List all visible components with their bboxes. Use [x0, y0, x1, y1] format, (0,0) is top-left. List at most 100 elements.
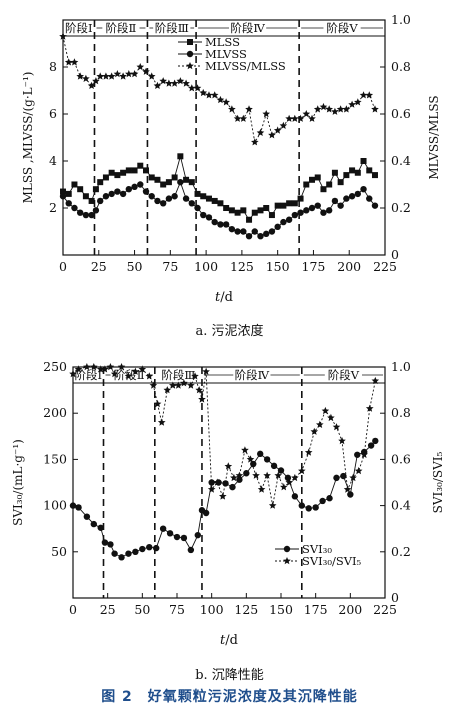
- chart-a-point-s2-47: [325, 105, 333, 113]
- chart-a-point-s2-22: [182, 79, 190, 87]
- chart-a-xtick-label-150: 150: [266, 259, 290, 274]
- chart-a-point-s0-3: [77, 186, 84, 193]
- chart-b-point-s0-9: [125, 550, 132, 557]
- chart-a-point-s1-2: [71, 204, 78, 212]
- chart-b-xtick-label-25: 25: [100, 602, 116, 617]
- chart-a-plot-frame: [62, 19, 386, 256]
- chart-b-xlabel-unit: /d: [225, 633, 238, 648]
- chart-a-phase-label-2: 阶段Ⅱ: [106, 21, 137, 35]
- chart-a-point-s1-18: [159, 200, 167, 207]
- chart-a-point-s1-48: [331, 197, 339, 205]
- chart-b-point-s1-48: [338, 436, 346, 445]
- chart-b-point-s1-36: [268, 501, 277, 509]
- chart-a-point-s0-8: [102, 174, 109, 181]
- chart-a-point-s0-16: [148, 174, 155, 181]
- chart-a-point-s0-54: [366, 167, 373, 174]
- chart-a-point-s0-31: [234, 209, 241, 216]
- chart-b-ytick-left-label-200: 200: [43, 405, 67, 420]
- chart-a-point-s2-43: [302, 110, 311, 118]
- chart-a-ylabel-left: MLSS ,MLVSS/(g·L⁻¹): [21, 72, 35, 204]
- chart-a-point-s0-48: [331, 169, 338, 176]
- chart-b-point-s0-33: [284, 474, 292, 482]
- chart-a-ytick-left-label-8: 8: [49, 59, 57, 74]
- chart-a-point-s1-49: [337, 202, 344, 209]
- chart-b-point-s1-47: [332, 423, 341, 431]
- chart-a-point-s1-32: [240, 228, 247, 235]
- chart-a-point-s0-20: [171, 174, 178, 181]
- chart-b-point-s1-32: [246, 455, 255, 463]
- chart-b-point-s0-19: [194, 531, 201, 539]
- chart-b-point-s1-14: [153, 400, 162, 408]
- chart-a-point-s0-29: [223, 205, 230, 211]
- chart-b-point-s0-12: [146, 543, 153, 551]
- chart-b-point-s0-28: [250, 460, 257, 468]
- chart-a-point-s1-14: [137, 181, 144, 188]
- chart-a-legend-marker-2: [186, 62, 194, 70]
- chart-a-point-s0-32: [240, 207, 247, 214]
- chart-a-point-s0-23: [188, 179, 195, 186]
- chart-a-legend-label-1: MLVSS: [205, 47, 247, 61]
- chart-b-point-s1-7: [110, 369, 119, 378]
- chart-b-xtick-label-225: 225: [373, 602, 397, 617]
- chart-a-point-s2-1: [64, 58, 73, 66]
- chart-b-point-s0-27: [243, 470, 250, 477]
- chart-a-point-s1-22: [182, 195, 190, 202]
- figure-caption: 图 2 好氧颗粒污泥浓度及其沉降性能: [101, 689, 358, 705]
- chart-a-ytick-right-label-1: 0.2: [391, 200, 411, 215]
- chart-b-point-s0-45: [367, 442, 375, 449]
- chart-b-point-s1-17: [169, 381, 177, 389]
- chart-b-ytick-right-label-3: 0.6: [391, 451, 411, 466]
- chart-a-phase-label-1: 阶段Ⅰ: [65, 21, 93, 35]
- chart-a-point-s0-22: [183, 176, 190, 183]
- chart-a-point-s2-26: [205, 91, 213, 99]
- chart-b-point-s0-10: [132, 548, 139, 555]
- chart-a-point-s2-46: [319, 102, 328, 111]
- chart-a-point-s2-2: [70, 58, 79, 66]
- chart-a-point-s0-42: [297, 195, 304, 202]
- chart-a-point-s0-21: [177, 153, 184, 160]
- chart-b-point-s0-15: [166, 530, 174, 537]
- chart-a-point-s0-11: [120, 169, 127, 176]
- chart-b-point-s1-31: [241, 446, 249, 454]
- chart-b-legend-label-1: SVI₃₀/SVI₅: [302, 554, 362, 568]
- chart-b-point-s0-40: [333, 474, 340, 482]
- chart-a-point-s0-52: [354, 169, 361, 176]
- chart-b-point-s1-29: [230, 473, 238, 482]
- chart-b-point-s1-45: [321, 406, 330, 415]
- chart-a-point-s0-33: [246, 216, 253, 223]
- chart-a-point-s2-33: [245, 105, 253, 113]
- chart-a-xtick-label-100: 100: [194, 259, 218, 274]
- chart-b-legend-marker-0: [283, 545, 291, 553]
- chart-a-point-s2-25: [199, 88, 208, 97]
- chart-b-ytick-left-label-100: 100: [43, 498, 67, 513]
- chart-a-point-s1-55: [371, 202, 379, 209]
- chart-a-point-s2-50: [342, 105, 351, 113]
- chart-a-point-s0-5: [88, 197, 95, 204]
- chart-b-point-s1-52: [360, 450, 368, 458]
- chart-b-point-s1-38: [280, 483, 288, 491]
- chart-b-point-s0-46: [372, 437, 379, 445]
- chart-b-point-s1-33: [252, 471, 260, 479]
- chart-a-point-s1-10: [114, 188, 121, 195]
- chart-b-phase-label-1: 阶段Ⅰ: [74, 368, 102, 382]
- chart-b-point-s0-21: [202, 509, 210, 517]
- chart-a-point-s2-40: [285, 114, 293, 122]
- chart-a-point-s0-53: [360, 158, 367, 164]
- chart-a-point-s2-35: [256, 128, 265, 136]
- chart-a-point-s0-39: [280, 202, 287, 209]
- chart-a-point-s0-7: [97, 179, 104, 186]
- chart-a-point-s2-11: [119, 72, 127, 80]
- chart-b-ytick-right-label-1: 0.2: [391, 544, 411, 559]
- chart-a-point-s1-45: [314, 202, 321, 209]
- chart-a-point-s0-12: [125, 167, 132, 174]
- chart-b-point-s1-26: [213, 478, 221, 486]
- chart-a-point-s1-13: [131, 183, 138, 191]
- chart-a-ytick-right-label-4: 0.8: [391, 59, 411, 74]
- chart-b-legend-label-0: SVI₃₀: [302, 542, 332, 556]
- chart-b-point-s0-38: [319, 497, 326, 505]
- chart-a-ytick-right-label-5: 1.0: [391, 12, 411, 27]
- chart-a-point-s0-36: [263, 205, 270, 211]
- chart-a-point-s1-46: [320, 209, 327, 216]
- chart-b-xtick-label-125: 125: [234, 602, 258, 617]
- chart-b-point-s1-21: [191, 372, 199, 380]
